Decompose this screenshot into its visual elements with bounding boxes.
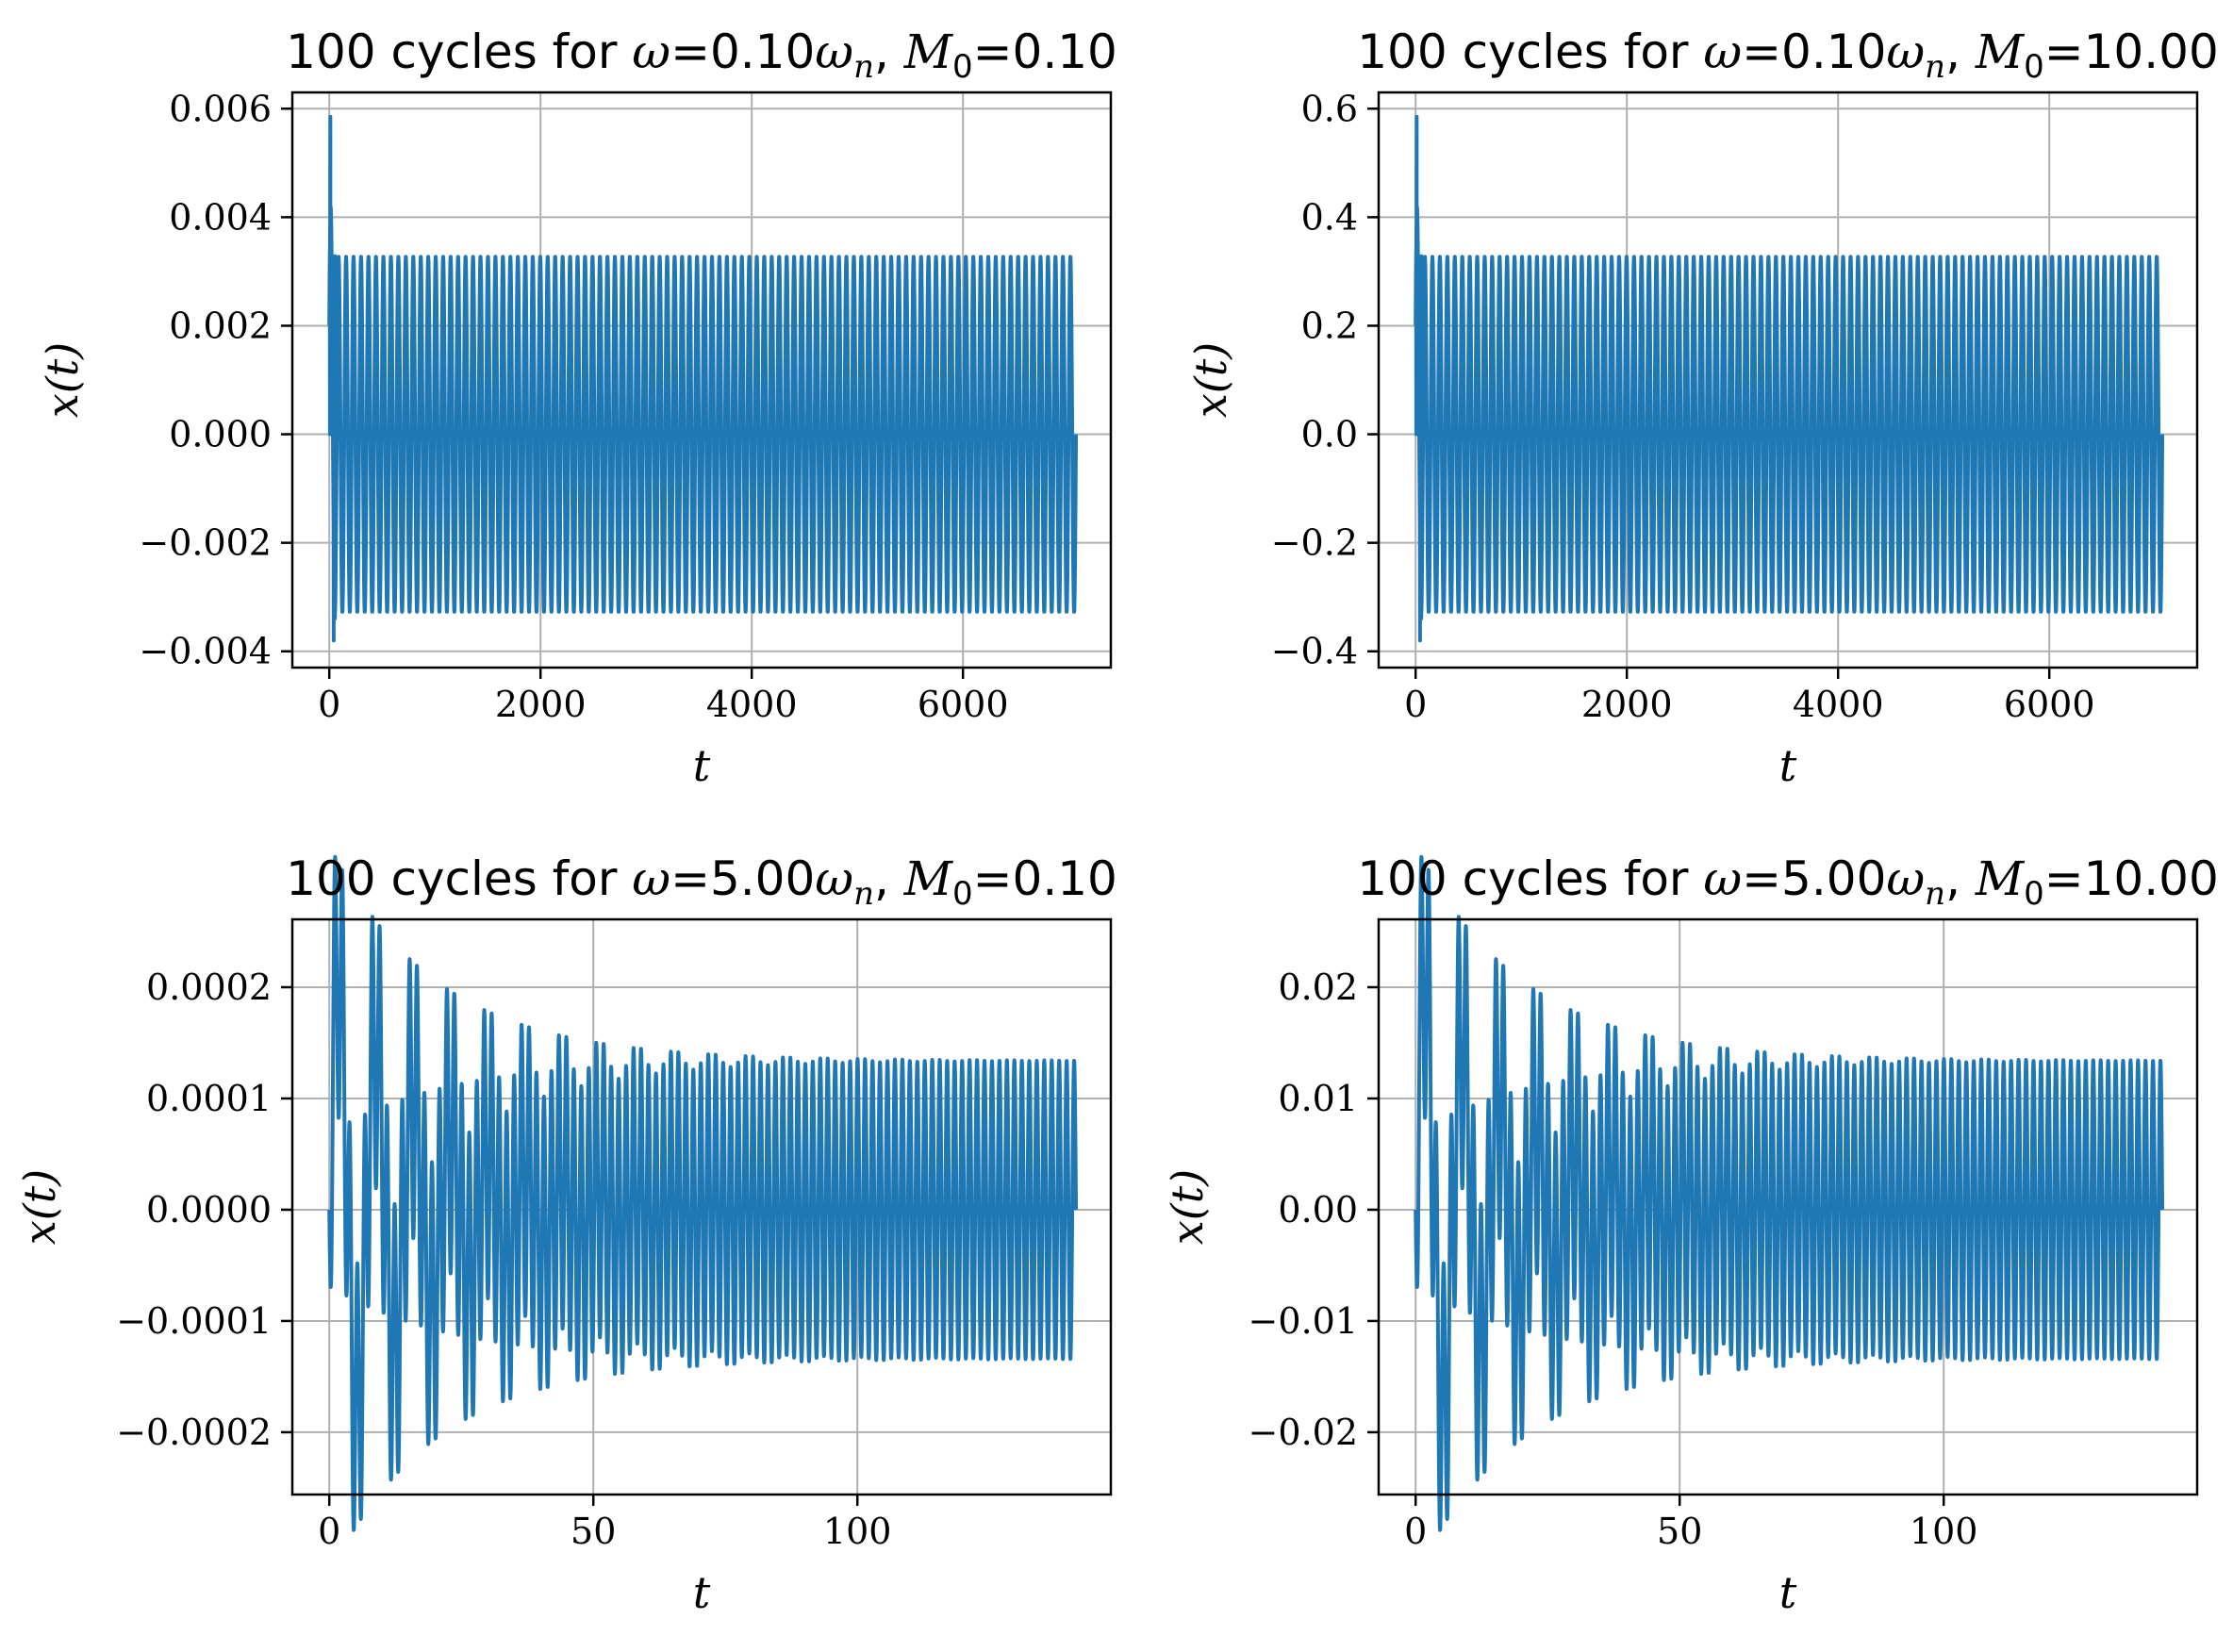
x-tick-label: 0 (1404, 684, 1427, 725)
x-tick-label: 100 (823, 1511, 892, 1552)
y-tick-label: 0.6 (1301, 88, 1358, 129)
subplot-1: 0 2000 4000 6000 −0.004 −0.002 0.000 0.002 0.004… (37, 25, 1117, 791)
y-tick-label: 0.01 (1278, 1078, 1358, 1119)
y-tick-label: 0.002 (169, 305, 272, 346)
x-tick-label: 2000 (1581, 684, 1673, 725)
series-line (1414, 854, 2165, 1532)
subplot-3: 0 50 100 −0.0002 −0.0001 0.0000 0.0001 0.0002 t x… (14, 851, 1117, 1618)
x-tick-label: 50 (1657, 1511, 1702, 1552)
y-axis-label: x(t) (14, 1169, 65, 1245)
y-tick-label: 0.4 (1301, 196, 1358, 238)
y-axis-label: x(t) (37, 342, 88, 418)
y-tick-label: 0.0001 (146, 1078, 272, 1119)
subplot-title: 100 cycles for ω=0.10ωn, M0=0.10 (286, 25, 1117, 86)
series-line (327, 114, 1079, 643)
subplot-2: 0 2000 4000 6000 −0.4 −0.2 0.0 0.2 0.4 0.6 t x(t) 10… (1185, 25, 2219, 791)
x-tick-label: 0 (318, 1511, 340, 1552)
subplot-4: 0 50 100 −0.02 −0.01 0.00 0.01 0.02 t x(t) 100 cyc… (1162, 851, 2219, 1618)
y-tick-label: 0.0 (1301, 414, 1358, 455)
axes-frame (290, 917, 1113, 1496)
y-tick-label: −0.0001 (116, 1300, 272, 1342)
x-tick-label: 2000 (495, 684, 587, 725)
x-tick-label: 4000 (706, 684, 798, 725)
subplot-title: 100 cycles for ω=5.00ωn, M0=10.00 (1357, 851, 2219, 913)
x-axis-label: t (693, 1567, 711, 1618)
y-tick-label: −0.01 (1249, 1300, 1358, 1342)
y-tick-label: 0.02 (1278, 966, 1358, 1008)
axes-frame (1377, 917, 2199, 1496)
x-tick-label: 0 (318, 684, 340, 725)
x-axis-label: t (1779, 1567, 1797, 1618)
y-tick-label: 0.000 (169, 414, 272, 455)
axes-frame (1377, 91, 2199, 669)
y-tick-label: −0.002 (139, 522, 272, 564)
axes-frame (290, 91, 1113, 669)
y-tick-label: −0.004 (139, 631, 272, 672)
y-tick-label: −0.4 (1271, 631, 1358, 672)
y-axis-label: x(t) (1185, 342, 1236, 418)
x-tick-label: 100 (1910, 1511, 1978, 1552)
x-tick-label: 0 (1404, 1511, 1427, 1552)
y-tick-label: −0.2 (1271, 522, 1358, 564)
subplot-title: 100 cycles for ω=0.10ωn, M0=10.00 (1357, 25, 2219, 86)
subplot-title: 100 cycles for ω=5.00ωn, M0=0.10 (286, 851, 1117, 913)
y-axis-label: x(t) (1162, 1169, 1213, 1245)
y-tick-label: 0.2 (1301, 305, 1358, 346)
y-tick-label: −0.02 (1249, 1412, 1358, 1453)
y-tick-label: 0.004 (169, 196, 272, 238)
y-tick-label: 0.0000 (146, 1189, 272, 1231)
y-tick-label: 0.006 (169, 88, 272, 129)
x-tick-label: 6000 (918, 684, 1009, 725)
series-line (1414, 114, 2165, 643)
x-tick-label: 4000 (1793, 684, 1884, 725)
y-tick-label: 0.00 (1278, 1189, 1358, 1231)
x-axis-label: t (693, 740, 711, 791)
y-tick-label: 0.0002 (146, 966, 272, 1008)
x-tick-label: 50 (571, 1511, 616, 1552)
y-tick-label: −0.0002 (116, 1412, 272, 1453)
x-tick-label: 6000 (2004, 684, 2095, 725)
series-line (327, 854, 1079, 1532)
x-axis-label: t (1779, 740, 1797, 791)
